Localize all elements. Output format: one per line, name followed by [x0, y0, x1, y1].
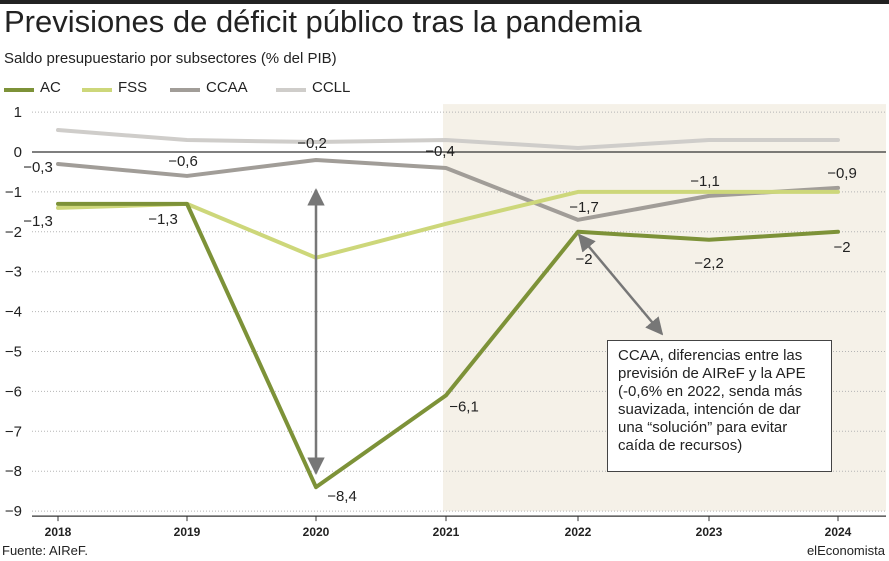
x-tick-label: 2023 — [696, 525, 723, 539]
y-tick-label: −8 — [5, 463, 22, 480]
source-note: Fuente: AIReF. — [2, 543, 88, 558]
data-label-ac: −1,3 — [23, 213, 53, 230]
brand-label: elEconomista — [806, 543, 885, 558]
data-label-ccaa: −0,9 — [827, 165, 857, 182]
y-tick-label: −4 — [5, 304, 22, 321]
y-tick-label: −5 — [5, 344, 22, 361]
y-tick-label: −9 — [5, 503, 22, 520]
x-tick-label: 2018 — [45, 525, 72, 539]
data-label-ccaa: −0,4 — [425, 143, 455, 160]
top-rule — [0, 0, 889, 4]
y-tick-label: −1 — [5, 184, 22, 201]
y-tick-label: 1 — [14, 104, 22, 121]
y-tick-label: −7 — [5, 423, 22, 440]
x-tick-label: 2024 — [825, 525, 852, 539]
chart-subtitle: Saldo presupuestario por subsectores (% … — [4, 50, 337, 67]
y-tick-label: −6 — [5, 383, 22, 400]
y-tick-label: −2 — [5, 224, 22, 241]
series-line-ac — [56, 201, 840, 490]
data-label-ac: −6,1 — [449, 398, 479, 415]
legend-swatch-fss — [82, 88, 112, 92]
data-label-ccaa: −0,6 — [168, 153, 198, 170]
legend-label-ccaa: CCAA — [206, 79, 248, 96]
page-title: Previsiones de déficit público tras la p… — [4, 4, 642, 39]
data-label-ac: −8,4 — [327, 488, 357, 505]
x-tick-label: 2022 — [565, 525, 592, 539]
legend-label-fss: FSS — [118, 79, 148, 96]
legend-label-ccll: CCLL — [312, 79, 351, 96]
gap-arrow-2022 — [577, 233, 664, 336]
series-line-ccaa — [56, 157, 840, 222]
data-label-ccaa: −0,2 — [297, 135, 327, 152]
legend-swatch-ccll — [276, 88, 306, 92]
legend-swatch-ccaa — [170, 88, 200, 92]
legend-label-ac: AC — [40, 79, 61, 96]
data-label-ccaa: −1,7 — [569, 199, 599, 216]
x-tick-label: 2019 — [174, 525, 201, 539]
data-label-ac: −2,2 — [694, 255, 724, 272]
x-tick-label: 2020 — [303, 525, 330, 539]
series-line-ccll — [56, 128, 840, 151]
y-tick-label: −3 — [5, 264, 22, 281]
annotation-box: CCAA, diferencias entre las previsión de… — [607, 340, 832, 472]
data-label-ccaa: −1,1 — [690, 173, 720, 190]
data-label-ac: −2 — [833, 239, 850, 256]
legend-swatch-ac — [4, 88, 34, 92]
x-tick-label: 2021 — [433, 525, 460, 539]
data-label-ac: −1,3 — [148, 211, 178, 228]
data-label-ac: −2 — [575, 251, 592, 268]
data-label-ccaa: −0,3 — [23, 159, 53, 176]
y-tick-label: 0 — [14, 144, 22, 161]
